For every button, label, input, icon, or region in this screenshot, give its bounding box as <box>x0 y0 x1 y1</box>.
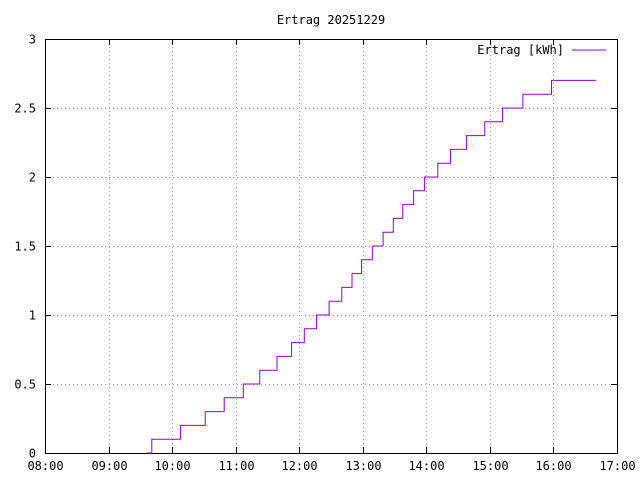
legend: Ertrag [kWh] <box>477 43 606 57</box>
y-tick-label: 0 <box>29 447 36 461</box>
y-tick-label: 3 <box>29 33 36 47</box>
x-axis-tick-labels: 08:00 09:00 10:00 11:00 12:00 13:00 14:00 15:00… <box>27 459 635 473</box>
x-tick-label: 09:00 <box>91 459 127 473</box>
x-tick-label: 12:00 <box>281 459 317 473</box>
y-tick-label: 1 <box>29 309 36 323</box>
plot-frame <box>45 39 618 454</box>
series-line <box>146 79 596 454</box>
x-tick-label: 15:00 <box>472 459 508 473</box>
x-tick-label: 08:00 <box>27 459 63 473</box>
legend-label: Ertrag [kWh] <box>477 43 564 57</box>
x-tick-label: 17:00 <box>599 459 635 473</box>
x-tick-label: 16:00 <box>535 459 571 473</box>
y-tick-label: 1.5 <box>14 240 36 254</box>
chart-title: Ertrag 20251229 <box>277 13 385 27</box>
y-tick-label: 2 <box>29 171 36 185</box>
x-tick-label: 14:00 <box>408 459 444 473</box>
y-tick-label: 0.5 <box>14 378 36 392</box>
x-tick-label: 10:00 <box>154 459 190 473</box>
grid <box>45 39 617 453</box>
axis-ticks <box>45 39 618 454</box>
series-group <box>146 79 596 454</box>
x-tick-label: 13:00 <box>345 459 381 473</box>
y-tick-label: 2.5 <box>14 102 36 116</box>
x-tick-label: 11:00 <box>218 459 254 473</box>
y-axis-tick-labels: 0 0.5 1 1.5 2 2.5 3 <box>14 33 36 461</box>
